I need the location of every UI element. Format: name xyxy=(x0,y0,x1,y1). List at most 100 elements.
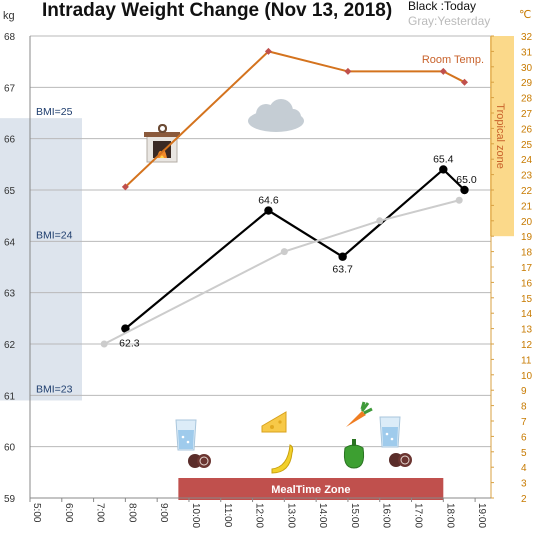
cloud-icon xyxy=(248,99,304,132)
data-label: 65.4 xyxy=(433,153,454,165)
yesterday-point xyxy=(100,340,108,348)
temp-point xyxy=(344,67,352,75)
y-tick-label: 60 xyxy=(4,443,16,454)
meal-time-zone xyxy=(178,478,444,500)
y2-tick-label: 5 xyxy=(521,448,527,459)
y2-tick-label: 4 xyxy=(521,463,527,474)
y2-tick-label: 13 xyxy=(521,325,533,336)
pepper-icon xyxy=(343,439,365,469)
series-line-yesterday xyxy=(103,199,460,345)
x-tick-label: 13:00 xyxy=(285,503,296,528)
meal-time-zone-label: MealTime Zone xyxy=(271,484,350,496)
temp-point xyxy=(461,78,469,86)
today-point xyxy=(439,165,448,174)
y2-tick-label: 14 xyxy=(521,309,533,320)
x-tick-label: 15:00 xyxy=(349,503,360,528)
cookies-icon xyxy=(389,453,412,467)
y2-tick-label: 8 xyxy=(521,402,527,413)
room-temp-label: Room Temp. xyxy=(422,54,484,66)
y2-tick-label: 29 xyxy=(521,78,533,89)
y-tick-label: 63 xyxy=(4,289,16,300)
y2-tick-label: 23 xyxy=(521,171,533,182)
x-tick-label: 16:00 xyxy=(381,503,392,528)
y2-tick-label: 15 xyxy=(521,294,533,305)
x-tick-label: 10:00 xyxy=(190,503,201,528)
x-tick-label: 6:00 xyxy=(63,503,74,523)
y-tick-label: 66 xyxy=(4,135,16,146)
yesterday-point xyxy=(280,248,288,256)
bmi-label: BMI=25 xyxy=(36,106,73,118)
data-label: 62.3 xyxy=(119,338,140,350)
temp-point xyxy=(264,47,272,55)
y2-tick-label: 11 xyxy=(521,355,532,366)
today-point xyxy=(264,206,273,215)
y2-tick-label: 31 xyxy=(521,47,533,58)
data-label: 64.6 xyxy=(258,195,279,207)
y2-tick-label: 22 xyxy=(521,186,533,197)
cheese-icon xyxy=(261,411,287,433)
y2-tick-label: 24 xyxy=(521,155,533,166)
y2-tick-label: 28 xyxy=(521,94,533,105)
y2-tick-label: 10 xyxy=(521,371,533,382)
y2-tick-label: 19 xyxy=(521,232,533,243)
carrot-icon xyxy=(346,401,373,427)
legend-yesterday: Gray:Yesterday xyxy=(408,14,490,28)
x-tick-label: 11:00 xyxy=(222,503,233,528)
data-label: 65.0 xyxy=(456,174,477,186)
water-glass-icon xyxy=(379,416,401,448)
y2-tick-label: 6 xyxy=(521,432,527,443)
legend-today: Black :Today xyxy=(408,0,476,13)
chart-title: Intraday Weight Change (Nov 13, 2018) xyxy=(42,0,392,21)
y-tick-label: 64 xyxy=(4,237,16,248)
yesterday-point xyxy=(376,217,384,225)
y2-tick-label: 26 xyxy=(521,124,533,135)
x-tick-label: 7:00 xyxy=(95,503,106,523)
tropical-zone-label: Tropical zone xyxy=(494,103,506,169)
y2-tick-label: 17 xyxy=(521,263,533,274)
y2-tick-label: 3 xyxy=(521,479,527,490)
series-layer: 62.3 64.6 63.7 65.465.0 Room Temp. xyxy=(100,47,484,350)
today-point xyxy=(121,324,130,333)
y-tick-label: 65 xyxy=(4,186,16,197)
y-axis-unit: kg xyxy=(3,10,15,22)
x-tick-label: 12:00 xyxy=(254,503,265,528)
y2-tick-label: 16 xyxy=(521,278,533,289)
bmi-label: BMI=23 xyxy=(36,383,73,395)
y2-tick-label: 9 xyxy=(521,386,527,397)
x-tick-label: 5:00 xyxy=(31,503,42,523)
y-tick-label: 62 xyxy=(4,340,16,351)
bmi-band xyxy=(0,118,82,401)
y-tick-label: 59 xyxy=(4,494,16,505)
x-tick-label: 18:00 xyxy=(444,503,455,528)
bmi-label: BMI=24 xyxy=(36,229,73,241)
y-tick-label: 68 xyxy=(4,32,16,43)
x-tick-label: 9:00 xyxy=(158,503,169,523)
data-label: 63.7 xyxy=(332,264,353,276)
today-point xyxy=(338,252,347,261)
cookies-icon xyxy=(188,454,211,468)
y2-tick-label: 27 xyxy=(521,109,533,120)
y2-tick-label: 25 xyxy=(521,140,533,151)
y-tick-label: 61 xyxy=(4,391,16,402)
temp-point xyxy=(439,67,447,75)
y2-tick-label: 30 xyxy=(521,63,533,74)
y2-tick-label: 21 xyxy=(521,201,533,212)
today-point xyxy=(460,185,469,195)
fireplace-icon xyxy=(144,124,180,163)
annotation-icons xyxy=(144,99,412,474)
grid-lines xyxy=(30,35,491,499)
x-tick-label: 17:00 xyxy=(413,503,424,528)
y2-tick-label: 20 xyxy=(521,217,533,228)
y-tick-label: 67 xyxy=(4,83,16,94)
yesterday-point xyxy=(455,196,463,204)
y2-tick-label: 32 xyxy=(521,32,533,43)
x-tick-label: 8:00 xyxy=(126,503,137,523)
y2-tick-label: 18 xyxy=(521,248,533,259)
y2-tick-label: 2 xyxy=(521,494,527,505)
y2-tick-label: 7 xyxy=(521,417,527,428)
x-tick-label: 14:00 xyxy=(317,503,328,528)
banana-icon xyxy=(271,444,294,474)
x-tick-label: 19:00 xyxy=(476,503,487,528)
y2-tick-label: 12 xyxy=(521,340,533,351)
